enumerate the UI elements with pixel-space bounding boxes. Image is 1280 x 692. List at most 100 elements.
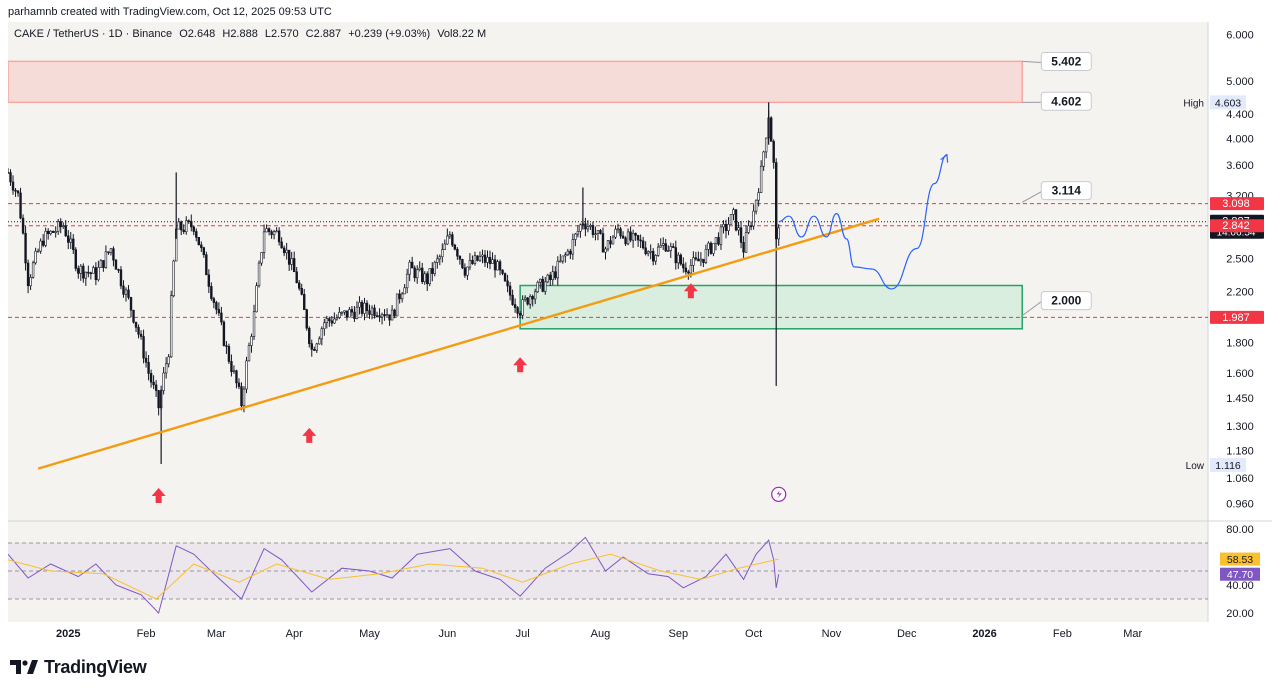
candle-body: [423, 273, 426, 283]
candle-body: [300, 287, 303, 295]
level-callout-box: [1040, 51, 1092, 71]
support-arrow-icon: [151, 487, 166, 503]
candle-body: [453, 244, 457, 250]
candle-body: [604, 248, 607, 253]
price-tag-label: 2.842: [1222, 220, 1250, 232]
candle-body: [559, 260, 562, 263]
candle-body: [697, 258, 700, 262]
candle-body: [503, 273, 507, 282]
candle-body: [169, 295, 173, 358]
candle-body: [210, 286, 213, 299]
candle-body: [541, 278, 544, 292]
candle-body: [521, 299, 524, 316]
candle-body: [672, 246, 675, 248]
candle-body: [250, 336, 253, 346]
candle-body: [431, 268, 434, 274]
candle-body: [468, 259, 472, 268]
candle-body: [255, 285, 258, 313]
candle-body: [564, 254, 567, 257]
candle-body: [712, 243, 715, 254]
candle-body: [310, 343, 313, 350]
marker-label: High: [1183, 98, 1204, 109]
candle-body: [506, 280, 509, 287]
price-tick-label: 1.600: [1226, 368, 1254, 380]
candle-body: [764, 137, 768, 153]
candle-body: [594, 233, 597, 235]
candle-body: [227, 346, 231, 362]
candle-body: [104, 251, 108, 268]
candle-body: [626, 231, 630, 245]
candle-body: [287, 249, 291, 265]
rsi-tick-label: 80.00: [1226, 524, 1254, 536]
candle-body: [421, 267, 424, 283]
candle-body: [657, 246, 660, 256]
candle-body: [144, 357, 148, 363]
candle-body: [481, 254, 484, 257]
candle-body: [182, 229, 185, 233]
candle-body: [476, 255, 479, 261]
candle-body: [646, 251, 650, 255]
symbol-name[interactable]: CAKE / TetherUS · 1D · Binance: [14, 28, 173, 40]
candle-body: [232, 370, 236, 373]
candle-body: [164, 363, 168, 374]
candle-body: [127, 289, 130, 298]
candle-body: [677, 254, 680, 264]
candle-body: [526, 297, 529, 305]
rsi-last-label: 47.70: [1227, 569, 1253, 581]
candle-body: [313, 349, 316, 351]
tradingview-logo-text: TradingView: [44, 656, 147, 677]
candle-body: [611, 236, 615, 245]
candle-body: [242, 388, 246, 407]
candle-body: [44, 230, 47, 246]
candle-body: [606, 240, 610, 250]
marker-value: 1.116: [1215, 460, 1241, 472]
price-tick-label: 2.200: [1226, 286, 1254, 298]
candle-body: [265, 228, 268, 233]
candle-body: [26, 262, 30, 287]
candle-body: [441, 249, 444, 258]
candle-body: [551, 271, 554, 281]
candle-body: [528, 296, 532, 305]
chart-canvas[interactable]: 5.402 4.602 3.114 2.000 6.000 5.000 4.400 4.000…: [8, 22, 1272, 644]
level-callout-box: [1040, 91, 1092, 111]
candle-body: [757, 192, 760, 201]
candle-body: [754, 199, 758, 212]
trendline: [37, 217, 880, 470]
tradingview-logo[interactable]: TradingView: [10, 656, 147, 678]
candle-body: [74, 249, 77, 269]
candle-body: [709, 242, 713, 254]
candle-body: [285, 249, 288, 254]
candle-body: [24, 232, 27, 264]
candle-body: [636, 235, 640, 241]
candle-body: [493, 259, 497, 271]
candle-body: [416, 269, 419, 279]
candle-body: [162, 372, 165, 391]
candle-body: [704, 249, 708, 263]
candle-body: [79, 265, 83, 274]
candle-body: [742, 242, 745, 253]
candle-body: [566, 250, 570, 256]
candle-body: [772, 141, 775, 163]
candle-body: [54, 231, 57, 233]
demand-zone: [519, 284, 1023, 330]
candle-body: [659, 245, 662, 248]
price-tick-label: 6.000: [1226, 29, 1254, 41]
price-tick-label: 4.000: [1226, 133, 1254, 145]
candle-body: [473, 255, 477, 264]
candle-body: [641, 240, 645, 249]
chart-frame[interactable]: 5.402 4.602 3.114 2.000 6.000 5.000 4.400 4.000…: [8, 22, 1272, 644]
candle-body: [443, 243, 447, 250]
candle-body: [36, 250, 40, 253]
projection-arrowhead: [940, 153, 949, 163]
candle-body: [225, 345, 228, 347]
candle-body: [89, 272, 93, 275]
level-callout-label: 3.114: [1052, 184, 1082, 198]
candle-body: [343, 310, 346, 313]
candle-body: [290, 258, 293, 265]
price-tick-label: 5.000: [1226, 76, 1254, 88]
candle-body: [536, 281, 539, 293]
candle-body: [682, 263, 685, 269]
support-arrow-icon: [513, 357, 528, 373]
candle-body: [333, 318, 336, 324]
candle-body: [601, 233, 605, 253]
